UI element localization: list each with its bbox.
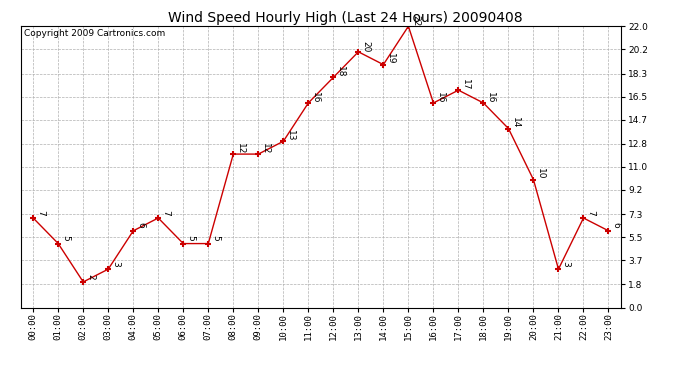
Text: Copyright 2009 Cartronics.com: Copyright 2009 Cartronics.com [23,29,165,38]
Text: 13: 13 [286,130,295,141]
Text: 3: 3 [561,261,570,267]
Text: 7: 7 [586,210,595,215]
Text: 5: 5 [186,235,195,241]
Text: 12: 12 [261,143,270,154]
Text: 6: 6 [611,222,620,228]
Text: 19: 19 [386,53,395,65]
Text: 16: 16 [436,92,445,103]
Text: 7: 7 [36,210,45,215]
Text: 2: 2 [86,274,95,279]
Text: 18: 18 [336,66,345,78]
Text: 12: 12 [236,143,245,154]
Text: 7: 7 [161,210,170,215]
Text: 6: 6 [136,222,145,228]
Text: Wind Speed Hourly High (Last 24 Hours) 20090408: Wind Speed Hourly High (Last 24 Hours) 2… [168,11,522,25]
Text: 5: 5 [211,235,220,241]
Text: 17: 17 [461,79,470,90]
Text: 14: 14 [511,117,520,129]
Text: 20: 20 [361,40,370,52]
Text: 16: 16 [486,92,495,103]
Text: 16: 16 [311,92,320,103]
Text: 22: 22 [411,15,420,26]
Text: 5: 5 [61,235,70,241]
Text: 3: 3 [111,261,120,267]
Text: 10: 10 [536,168,545,180]
